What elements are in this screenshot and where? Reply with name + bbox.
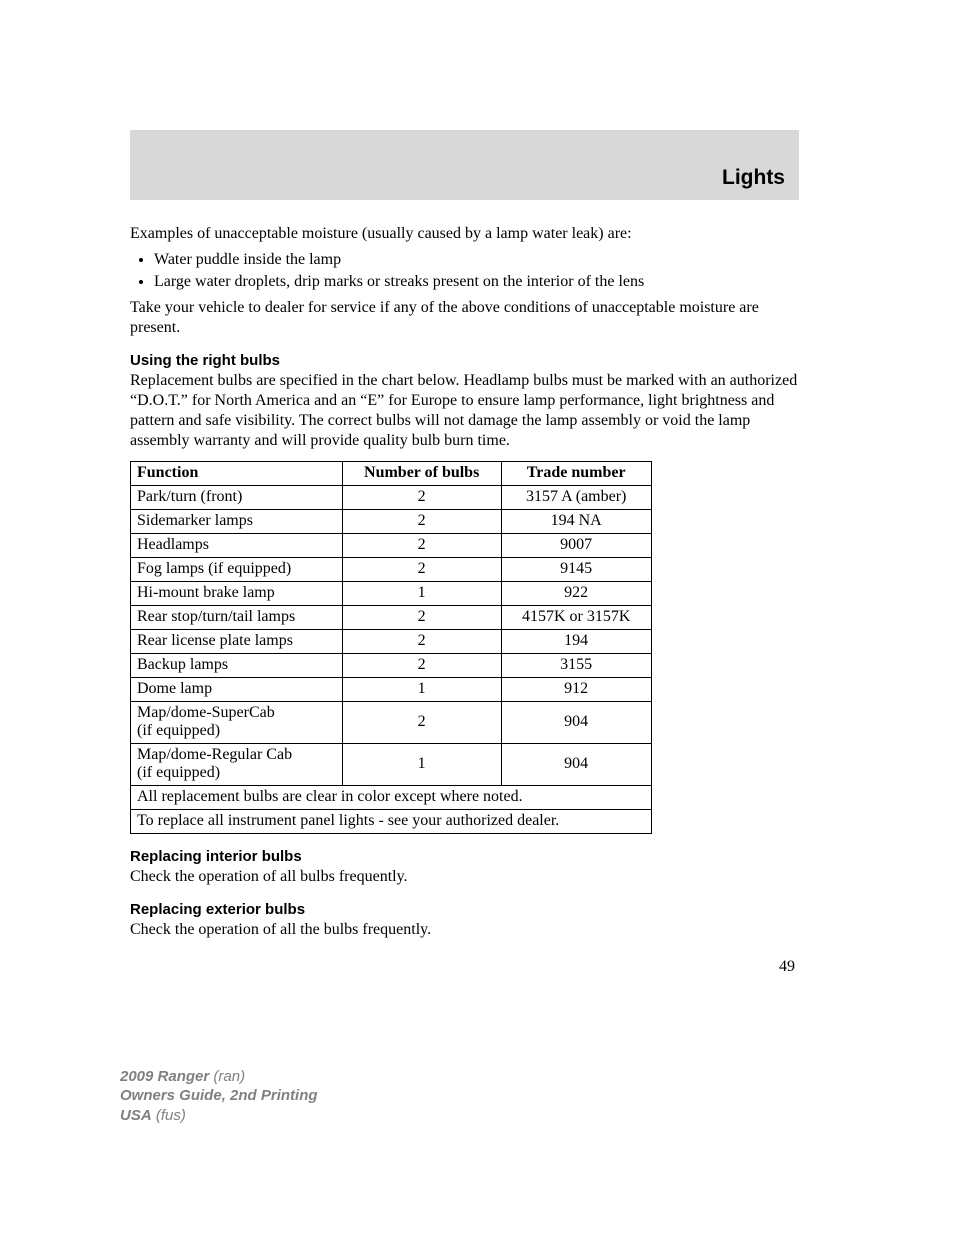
table-row: Dome lamp1912 [131,678,652,702]
cell-function: Rear stop/turn/tail lamps [131,606,343,630]
table-footer-row: To replace all instrument panel lights -… [131,810,652,834]
cell-number: 2 [342,510,501,534]
cell-number: 1 [342,678,501,702]
cell-function: Park/turn (front) [131,486,343,510]
cell-number: 2 [342,486,501,510]
table-row: Sidemarker lamps2194 NA [131,510,652,534]
col-trade: Trade number [501,462,651,486]
list-item: Large water droplets, drip marks or stre… [154,272,799,292]
cell-footer: All replacement bulbs are clear in color… [131,786,652,810]
cell-number: 1 [342,744,501,786]
cell-function: Fog lamps (if equipped) [131,558,343,582]
table-footer-row: All replacement bulbs are clear in color… [131,786,652,810]
interior-paragraph: Check the operation of all bulbs frequen… [130,867,799,887]
table-row: Park/turn (front)23157 A (amber) [131,486,652,510]
cell-trade: 194 [501,630,651,654]
cell-function: Dome lamp [131,678,343,702]
table-header-row: Function Number of bulbs Trade number [131,462,652,486]
cell-number: 1 [342,582,501,606]
cell-function: Headlamps [131,534,343,558]
cell-trade: 904 [501,702,651,744]
table-row: Hi-mount brake lamp1922 [131,582,652,606]
cell-trade: 3157 A (amber) [501,486,651,510]
moisture-bullets: Water puddle inside the lamp Large water… [130,250,799,292]
footer-line-2: Owners Guide, 2nd Printing [120,1086,318,1106]
footer-model: 2009 Ranger [120,1068,209,1085]
footer-code-2: (fus) [156,1107,186,1124]
cell-trade: 922 [501,582,651,606]
cell-function: Hi-mount brake lamp [131,582,343,606]
intro-paragraph-1: Examples of unacceptable moisture (usual… [130,224,799,244]
cell-trade: 3155 [501,654,651,678]
section-heading-interior: Replacing interior bulbs [130,848,799,865]
cell-function: Rear license plate lamps [131,630,343,654]
cell-trade: 912 [501,678,651,702]
footer-line-1: 2009 Ranger (ran) [120,1067,318,1087]
cell-function: Backup lamps [131,654,343,678]
section-heading-exterior: Replacing exterior bulbs [130,901,799,918]
table-row: Map/dome-SuperCab(if equipped)2904 [131,702,652,744]
table-row: Fog lamps (if equipped)29145 [131,558,652,582]
cell-function: Map/dome-SuperCab(if equipped) [131,702,343,744]
cell-number: 2 [342,558,501,582]
table-row: Headlamps29007 [131,534,652,558]
footer-line-3: USA (fus) [120,1106,318,1126]
cell-number: 2 [342,654,501,678]
page-number: 49 [130,958,799,976]
cell-trade: 9145 [501,558,651,582]
footer-region: USA [120,1107,152,1124]
cell-trade: 904 [501,744,651,786]
col-function: Function [131,462,343,486]
col-number: Number of bulbs [342,462,501,486]
cell-footer: To replace all instrument panel lights -… [131,810,652,834]
footer-code-1: (ran) [213,1068,245,1085]
cell-number: 2 [342,606,501,630]
section-heading-right-bulbs: Using the right bulbs [130,352,799,369]
table-row: Map/dome-Regular Cab(if equipped)1904 [131,744,652,786]
cell-trade: 194 NA [501,510,651,534]
header-bar: Lights [130,130,799,200]
intro-paragraph-2: Take your vehicle to dealer for service … [130,298,799,338]
table-row: Rear license plate lamps2194 [131,630,652,654]
table-row: Backup lamps23155 [131,654,652,678]
header-title: Lights [722,166,785,190]
cell-trade: 9007 [501,534,651,558]
list-item: Water puddle inside the lamp [154,250,799,270]
page: Lights Examples of unacceptable moisture… [0,0,954,1235]
cell-number: 2 [342,534,501,558]
cell-function: Sidemarker lamps [131,510,343,534]
table-row: Rear stop/turn/tail lamps24157K or 3157K [131,606,652,630]
exterior-paragraph: Check the operation of all the bulbs fre… [130,920,799,940]
footer: 2009 Ranger (ran) Owners Guide, 2nd Prin… [120,1067,318,1126]
right-bulbs-paragraph: Replacement bulbs are specified in the c… [130,371,799,451]
cell-function: Map/dome-Regular Cab(if equipped) [131,744,343,786]
cell-number: 2 [342,630,501,654]
cell-number: 2 [342,702,501,744]
cell-trade: 4157K or 3157K [501,606,651,630]
bulb-table: Function Number of bulbs Trade number Pa… [130,461,652,834]
